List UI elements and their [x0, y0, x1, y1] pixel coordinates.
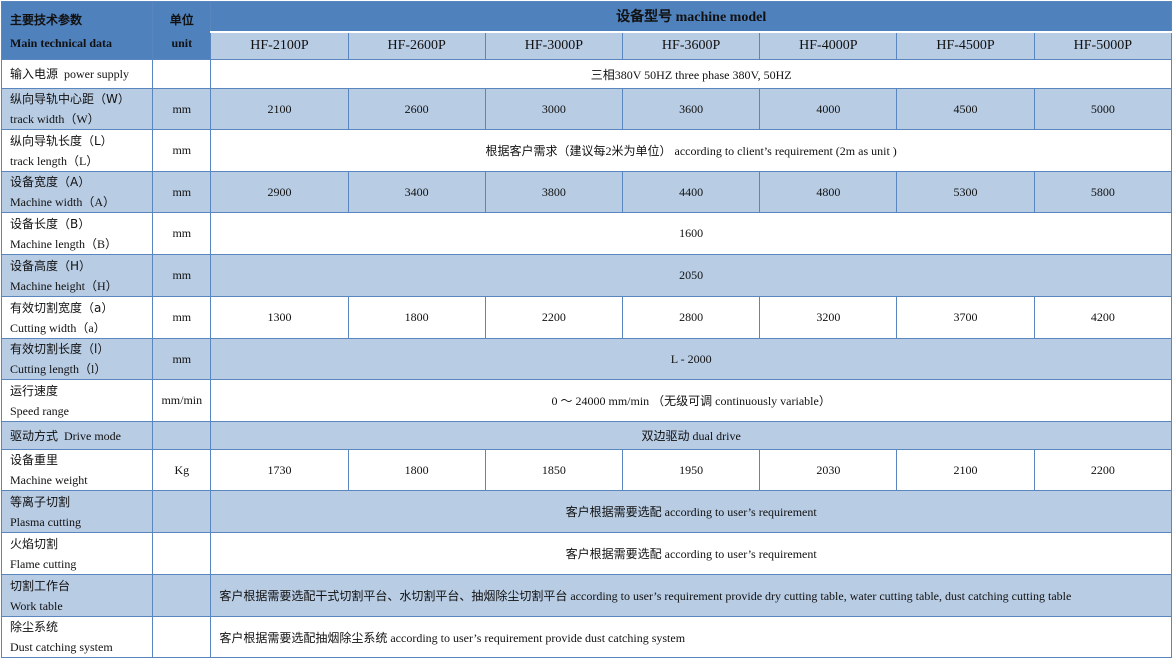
row-speed: 运行速度 Speed range mm/min 0 ～ 24000 mm/min （无… — [0, 379, 1172, 422]
value-cell: 1950 — [621, 449, 761, 491]
value-cell: 1800 — [347, 296, 486, 339]
param-name: 纵向导轨长度（L） track length（L） — [0, 129, 154, 172]
row-dust: 除尘系统 Dust catching system 客户根据需要选配抽烟除尘系统 a… — [0, 616, 1172, 658]
unit-cell: mm — [152, 212, 212, 255]
value-cell: 1850 — [484, 449, 624, 491]
model-header: HF-3600P — [621, 30, 761, 60]
value-cell: 2100 — [896, 449, 1035, 491]
param-name: 设备高度（H） Machine height（H） — [0, 254, 154, 297]
row-weight: 设备重里 Machine weight Kg 1730 1800 1850 1950 2030… — [0, 449, 1173, 491]
model-header: HF-4500P — [896, 30, 1035, 60]
param-header: 主要技术参数 Main technical data — [0, 1, 154, 60]
param-name: 输入电源 power supply — [0, 59, 154, 89]
param-name: 有效切割长度（l） Cutting length（l） — [0, 338, 154, 380]
param-name: 切割工作台 Work table — [0, 574, 154, 617]
unit-cell — [152, 421, 212, 450]
row-cutting-width: 有效切割宽度（a） Cutting width（a） mm 1300 1800 2200 2… — [0, 296, 1173, 339]
param-name: 运行速度 Speed range — [0, 379, 154, 422]
row-flame: 火焰切割 Flame cutting 客户根据需要选配 according to u… — [0, 532, 1172, 575]
row-track-length: 纵向导轨长度（L） track length（L） mm 根据客户需求（建议每2米为单… — [0, 129, 1172, 172]
value-cell: 4500 — [896, 88, 1035, 130]
row-track-width: 纵向导轨中心距（W） track width（W） mm 2100 2600 3000 36… — [0, 88, 1173, 130]
unit-cell: mm — [152, 171, 212, 213]
unit-cell: Kg — [152, 449, 212, 491]
param-name: 有效切割宽度（a） Cutting width（a） — [0, 296, 154, 339]
value-cell: 客户根据需要选配 according to user’s requirement — [210, 490, 1172, 533]
param-name: 纵向导轨中心距（W） track width（W） — [0, 88, 154, 130]
value-cell: 3700 — [896, 296, 1035, 339]
value-cell: 5800 — [1033, 171, 1173, 213]
value-cell: 2200 — [484, 296, 624, 339]
row-cutting-length: 有效切割长度（l） Cutting length（l） mm L - 2000 — [0, 338, 1172, 380]
value-cell: 2600 — [347, 88, 486, 130]
unit-cell — [152, 59, 212, 89]
value-cell: 3000 — [484, 88, 624, 130]
row-plasma: 等离子切割 Plasma cutting 客户根据需要选配 according to… — [0, 490, 1172, 533]
unit-cell — [152, 490, 212, 533]
param-name: 除尘系统 Dust catching system — [0, 616, 154, 658]
value-cell: 客户根据需要选配干式切割平台、水切割平台、抽烟除尘切割平台 according … — [210, 574, 1172, 617]
unit-cell: mm/min — [152, 379, 212, 422]
row-power: 输入电源 power supply 三相380V 50HZ three phase… — [0, 59, 1172, 89]
unit-cell: mm — [152, 338, 212, 380]
value-cell: 客户根据需要选配抽烟除尘系统 according to user’s requi… — [210, 616, 1172, 658]
value-cell: 根据客户需求（建议每2米为单位） according to client’s r… — [210, 129, 1172, 172]
row-machine-length: 设备长度（B） Machine length（B） mm 1600 — [0, 212, 1172, 255]
model-header: HF-2100P — [210, 30, 349, 60]
value-cell: 2800 — [621, 296, 761, 339]
value-cell: 2900 — [210, 171, 349, 213]
unit-header: 单位 unit — [152, 1, 212, 60]
param-name: 驱动方式 Drive mode — [0, 421, 154, 450]
value-cell: 2100 — [210, 88, 349, 130]
row-machine-width: 设备宽度（A） Machine width（A） mm 2900 3400 3800 440… — [0, 171, 1173, 213]
value-cell: 2050 — [210, 254, 1172, 297]
value-cell: 5000 — [1033, 88, 1173, 130]
unit-cell — [152, 574, 212, 617]
model-header: HF-4000P — [759, 30, 898, 60]
param-name: 设备重里 Machine weight — [0, 449, 154, 491]
value-cell: 1600 — [210, 212, 1172, 255]
value-cell: 3600 — [621, 88, 761, 130]
value-cell: 2200 — [1033, 449, 1173, 491]
unit-cell — [152, 616, 212, 658]
model-title: 设备型号 machine model — [210, 1, 1172, 32]
unit-cell: mm — [152, 296, 212, 339]
unit-cell: mm — [152, 254, 212, 297]
row-machine-height: 设备高度（H） Machine height（H） mm 2050 — [0, 254, 1172, 297]
value-cell: 5300 — [896, 171, 1035, 213]
value-cell: 4400 — [621, 171, 761, 213]
value-cell: 2030 — [759, 449, 898, 491]
value-cell: 3200 — [759, 296, 898, 339]
value-cell: 4000 — [759, 88, 898, 130]
value-cell: 3400 — [347, 171, 486, 213]
unit-cell: mm — [152, 129, 212, 172]
value-cell: 4200 — [1033, 296, 1173, 339]
unit-cell — [152, 532, 212, 575]
value-cell: 1800 — [347, 449, 486, 491]
value-cell: 1300 — [210, 296, 349, 339]
model-header: HF-3000P — [484, 30, 624, 60]
param-name: 等离子切割 Plasma cutting — [0, 490, 154, 533]
value-cell: 4800 — [759, 171, 898, 213]
value-cell: 双边驱动 dual drive — [210, 421, 1172, 450]
value-cell: 3800 — [484, 171, 624, 213]
row-drive: 驱动方式 Drive mode 双边驱动 dual drive — [0, 421, 1172, 450]
model-header: HF-2600P — [347, 30, 486, 60]
value-cell: 客户根据需要选配 according to user’s requirement — [210, 532, 1172, 575]
value-cell: 0 ～ 24000 mm/min （无级可调 continuously vari… — [210, 379, 1172, 422]
param-name: 设备宽度（A） Machine width（A） — [0, 171, 154, 213]
model-header: HF-5000P — [1033, 30, 1173, 60]
param-name: 设备长度（B） Machine length（B） — [0, 212, 154, 255]
param-name: 火焰切割 Flame cutting — [0, 532, 154, 575]
value-cell: 1730 — [210, 449, 349, 491]
unit-cell: mm — [152, 88, 212, 130]
value-cell: L - 2000 — [210, 338, 1172, 380]
row-work-table: 切割工作台 Work table 客户根据需要选配干式切割平台、水切割平台、抽烟除尘… — [0, 574, 1172, 617]
value-cell: 三相380V 50HZ three phase 380V, 50HZ — [210, 59, 1172, 89]
